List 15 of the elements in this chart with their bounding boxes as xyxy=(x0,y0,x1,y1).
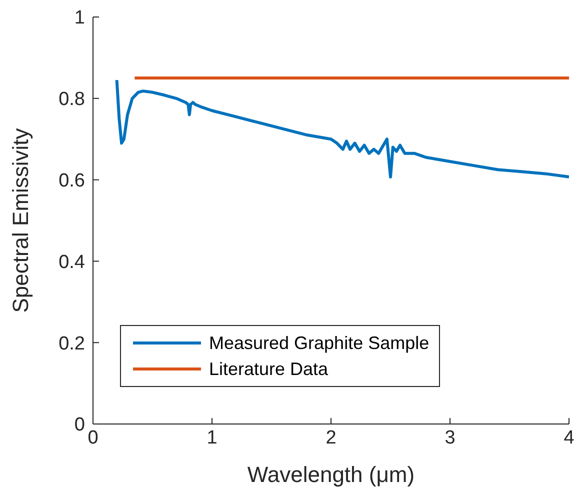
x-tick-label: 1 xyxy=(206,427,218,448)
x-tick-label: 2 xyxy=(326,427,336,448)
legend-label: Literature Data xyxy=(209,358,328,381)
line-series xyxy=(115,78,569,178)
x-tick-label: 4 xyxy=(564,427,575,448)
y-tick-label: 0.8 xyxy=(58,89,85,110)
x-tick-label: 0 xyxy=(88,427,98,448)
legend-label: Measured Graphite Sample xyxy=(209,332,430,355)
y-axis-title: Spectral Emissivity xyxy=(8,128,33,313)
y-tick-label: 0.4 xyxy=(58,252,86,273)
y-tick-label: 0.6 xyxy=(58,170,85,192)
x-axis-title: Wavelength (μm) xyxy=(247,462,415,487)
y-tick-label: 0.2 xyxy=(58,333,85,354)
x-tick-label: 3 xyxy=(444,427,456,448)
y-tick-label: 1 xyxy=(74,8,85,29)
